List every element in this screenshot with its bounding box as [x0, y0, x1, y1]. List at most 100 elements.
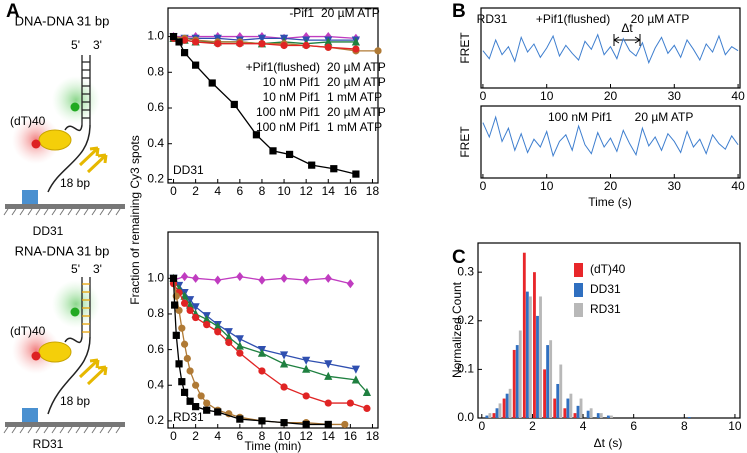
x-tick-label: 8 — [259, 429, 266, 443]
legend-swatch — [574, 283, 583, 297]
histogram-bar — [589, 408, 593, 418]
marker — [324, 37, 333, 46]
marker — [235, 335, 244, 344]
marker — [302, 275, 310, 285]
marker — [171, 301, 179, 309]
histogram-bar — [546, 345, 550, 418]
surface — [5, 422, 125, 427]
y-tick-label: 0.2 — [147, 413, 164, 427]
marker — [324, 371, 333, 380]
legend-label: +Pif1(flushed) — [246, 60, 320, 74]
histogram-bar — [525, 291, 529, 418]
histogram-bar — [508, 388, 512, 418]
histogram-bar — [536, 315, 539, 418]
marker — [352, 170, 360, 178]
marker — [236, 415, 244, 423]
marker — [374, 47, 382, 55]
plot-frame — [167, 231, 379, 429]
marker — [208, 79, 216, 87]
histogram-bar — [573, 413, 577, 418]
x-tick-label: 0 — [170, 429, 177, 443]
histogram-bar — [599, 413, 603, 418]
marker — [230, 100, 238, 109]
marker — [236, 349, 244, 357]
histogram-bar — [606, 415, 610, 418]
x-tick-label: 40 — [731, 179, 745, 193]
marker — [280, 273, 288, 283]
marker — [258, 417, 266, 425]
x-tick-label: 10 — [540, 179, 554, 193]
y-tick-label: 0.2 — [147, 172, 164, 186]
x-tick-label: 2 — [192, 429, 199, 443]
strand — [47, 124, 91, 193]
histogram-bar — [528, 296, 532, 418]
y-tick-label: 0.8 — [147, 64, 164, 78]
x-tick-label: 16 — [344, 429, 358, 443]
schematic-title: RNA-DNA 31 bp — [15, 243, 110, 258]
duplex — [81, 55, 91, 125]
histogram-bar — [515, 345, 519, 418]
histogram-bar — [559, 364, 563, 418]
series-line — [172, 278, 345, 426]
legend-label: 20 µM ATP — [327, 105, 386, 119]
x-tick-label: 12 — [299, 184, 313, 198]
marker — [324, 360, 333, 369]
y-tick-label: 1.0 — [147, 270, 164, 284]
y-axis-label: Fraction of remaining Cy3 spots — [128, 135, 142, 304]
x-tick-label: 10 — [540, 89, 554, 103]
marker — [178, 378, 186, 386]
marker — [180, 36, 189, 44]
y-tick-label: 0.4 — [147, 377, 164, 391]
histogram-bar — [492, 413, 496, 418]
x-tick-label: 14 — [322, 184, 336, 198]
marker — [330, 165, 338, 173]
marker — [197, 392, 205, 400]
x-tick-label: 18 — [366, 184, 380, 198]
histogram-bar — [533, 272, 536, 418]
x-axis-label: Δt (s) — [594, 436, 623, 450]
series-line — [172, 278, 368, 393]
arrow — [78, 358, 108, 386]
marker — [279, 351, 289, 360]
marker — [302, 356, 311, 365]
y-tick-label: 0.2 — [457, 313, 474, 327]
x-tick-label: 0 — [170, 184, 177, 198]
y-tick-label: 0.4 — [147, 136, 164, 150]
marker — [172, 331, 180, 339]
series-line — [172, 283, 368, 410]
marker — [192, 381, 200, 389]
marker — [214, 408, 222, 416]
marker — [192, 313, 200, 322]
histogram-bar — [586, 410, 590, 418]
histogram-bar — [488, 413, 492, 418]
histogram-bar — [596, 413, 600, 418]
legend-label: 20 µM ATP — [327, 75, 386, 89]
glow — [12, 326, 60, 374]
x-tick-label: 8 — [681, 419, 688, 433]
histogram-bar — [518, 330, 522, 418]
x-tick-label: 6 — [236, 429, 243, 443]
marker — [258, 275, 266, 285]
marker — [236, 271, 244, 282]
dye — [70, 102, 80, 112]
x-tick-label: 12 — [299, 429, 313, 443]
dye — [31, 351, 41, 361]
duplex-label: 18 bp — [60, 176, 90, 190]
legend-swatch — [574, 303, 583, 317]
annotation: +Pif1(flushed) — [536, 12, 610, 26]
legend-label: 1 mM ATP — [327, 90, 382, 104]
histogram-bar — [609, 415, 613, 418]
arrow — [78, 146, 108, 174]
x-tick-label: 40 — [731, 89, 745, 103]
hatch — [3, 208, 121, 216]
panel-label: C — [452, 247, 466, 268]
legend-label: -Pif1 — [289, 6, 314, 20]
marker — [302, 41, 310, 50]
marker — [351, 365, 360, 374]
x-tick-label: 6 — [236, 184, 243, 198]
histogram-bar — [576, 405, 580, 418]
marker — [214, 275, 222, 285]
panel-label: B — [452, 1, 466, 22]
